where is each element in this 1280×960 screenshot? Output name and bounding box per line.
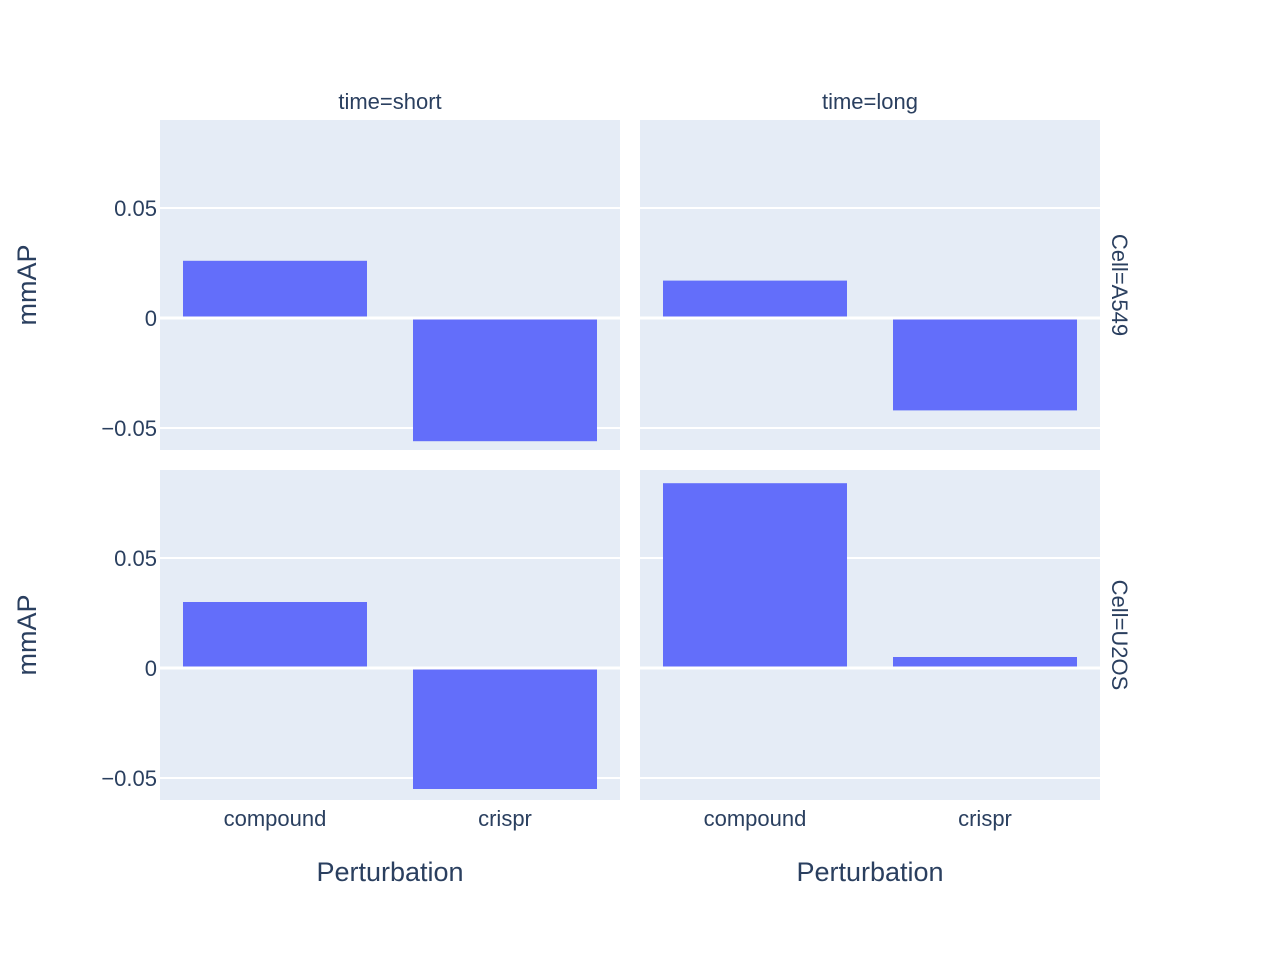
bar-crispr <box>413 668 597 789</box>
chart-panels <box>160 120 1100 800</box>
facet-row-title: Cell=U2OS <box>1107 580 1132 691</box>
y-tick-label: 0.05 <box>114 546 157 571</box>
x-tick-label: crispr <box>478 806 532 831</box>
panel-1 <box>640 120 1100 450</box>
bar-crispr <box>893 318 1077 411</box>
x-tick-label: compound <box>224 806 327 831</box>
chart-labels: −0.05 0 0.05 −0.05 0 0.05 compound crispr compou… <box>12 89 1132 887</box>
x-tick-label: compound <box>704 806 807 831</box>
y-axis-title: mmAP <box>12 245 42 326</box>
x-axis-title: Perturbation <box>316 857 463 887</box>
bar-compound <box>663 483 847 668</box>
y-tick-label: −0.05 <box>101 766 157 791</box>
bar-compound <box>663 280 847 318</box>
y-tick-label: 0.05 <box>114 196 157 221</box>
facet-col-title: time=long <box>822 89 918 114</box>
y-axis-title: mmAP <box>12 595 42 676</box>
facet-row-title: Cell=A549 <box>1107 234 1132 336</box>
bar-crispr <box>893 657 1077 668</box>
y-tick-label: 0 <box>145 306 157 331</box>
panel-0 <box>160 120 620 450</box>
bar-compound <box>183 602 367 668</box>
x-tick-label: crispr <box>958 806 1012 831</box>
panel-3 <box>640 470 1100 800</box>
panel-2 <box>160 470 620 800</box>
y-tick-label: −0.05 <box>101 416 157 441</box>
facet-col-title: time=short <box>338 89 441 114</box>
bar-compound <box>183 260 367 318</box>
y-tick-label: 0 <box>145 656 157 681</box>
x-axis-title: Perturbation <box>796 857 943 887</box>
bar-crispr <box>413 318 597 442</box>
